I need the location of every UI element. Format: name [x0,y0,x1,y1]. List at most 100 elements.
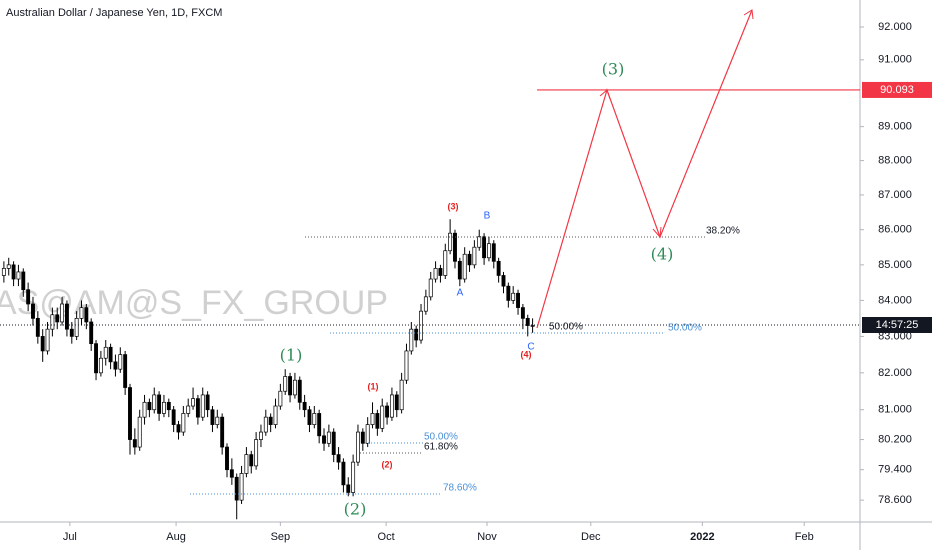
candle-body [511,292,516,301]
candle-body [234,476,239,501]
candle-body [370,413,375,425]
candle-body [331,431,336,455]
candle-body [26,289,31,305]
candle-body [166,401,171,411]
fib-label: 61.80% [424,442,458,453]
candle-body [171,409,176,425]
watermark: AS@AM@S_FX_GROUP [0,284,388,322]
candle-body [215,416,220,425]
y-tick-label: 89.000 [878,121,912,133]
price-line-label: 14:57:25 [876,319,919,331]
fib-label: 50.00% [549,322,583,333]
candle-body [74,318,79,337]
chart-title: Australian Dollar / Japanese Yen, 1D, FX… [6,7,222,19]
candle-body [501,275,506,287]
candle-body [457,260,462,280]
candle-body [249,454,254,467]
abc-label: C [527,342,534,353]
y-tick-label: 84.000 [878,294,912,306]
y-tick-label: 85.000 [878,259,912,271]
y-tick-label: 83.000 [878,330,912,342]
subwave-label: (2) [382,459,393,469]
candle-body [443,250,448,276]
candle-body [11,264,16,280]
candle-body [239,473,244,501]
candle-body [225,446,229,471]
x-tick-label: Oct [378,531,395,543]
x-tick-label: Jul [63,531,77,543]
candle-body [186,405,191,414]
candle-body [312,413,317,425]
candle-body [448,232,453,252]
subwave-label: (3) [448,201,459,211]
candle-body [40,336,45,352]
candle-body [79,307,84,319]
candle-body [409,328,414,352]
y-tick-label: 79.400 [878,464,912,476]
candle-body [55,314,60,323]
candle-body [210,409,215,425]
candle-body [142,401,147,418]
candle-body [98,357,103,374]
candle-body [60,303,65,323]
candle-body [525,318,530,326]
x-tick-label: Sep [271,531,291,543]
candle-body [486,243,491,259]
candle-body [161,401,166,414]
candle-body [428,278,433,298]
candle-body [380,405,385,429]
candle-body [414,328,419,341]
candle-body [108,346,113,363]
x-tick-label: 2022 [690,531,714,543]
candle-body [273,405,278,425]
candle-body [31,303,35,319]
candle-body [399,379,404,411]
candle-body [520,307,525,319]
candle-body [389,394,394,418]
subwave-label: (1) [368,381,379,391]
candle-body [506,285,511,301]
y-tick-label: 88.000 [878,155,912,167]
y-tick-label: 80.200 [878,433,912,445]
candle-body [302,401,307,411]
x-tick-label: Feb [795,531,814,543]
candle-body [1,268,6,276]
candle-body [35,318,40,337]
candle-body [152,394,157,411]
y-tick-label: 87.000 [878,189,912,201]
candle-body [220,416,225,448]
fib-label: 38.20% [706,226,740,237]
x-tick-label: Nov [477,531,497,543]
x-tick-label: Dec [581,531,601,543]
candle-body [254,439,259,467]
candle-body [375,413,380,429]
candle-body [45,328,50,352]
candle-body [16,271,21,280]
wave-label: (4) [651,245,674,264]
price-line-badge [862,317,932,333]
candle-body [147,401,152,411]
candle-body [472,246,477,266]
candle-body [462,253,467,280]
candle-body [482,236,487,259]
y-tick-label: 82.000 [878,367,912,379]
subwave-label: (4) [521,349,532,359]
candle-body [263,416,268,433]
wave-label: (2) [344,500,367,519]
candle-body [84,307,89,323]
y-tick-label: 78.600 [878,494,912,506]
candle-body [385,405,390,418]
candle-body [69,328,74,337]
candle-body [229,469,234,478]
candle-body [346,484,351,493]
fib-label: 50.00% [424,432,458,443]
candle-body [278,390,283,407]
candle-body [356,431,360,463]
candle-body [297,379,302,403]
candle-body [268,416,273,425]
resistance-badge [862,81,932,98]
candle-body [419,310,423,341]
projection-path [536,9,753,329]
candle-body [341,461,346,486]
candle-body [176,424,181,433]
